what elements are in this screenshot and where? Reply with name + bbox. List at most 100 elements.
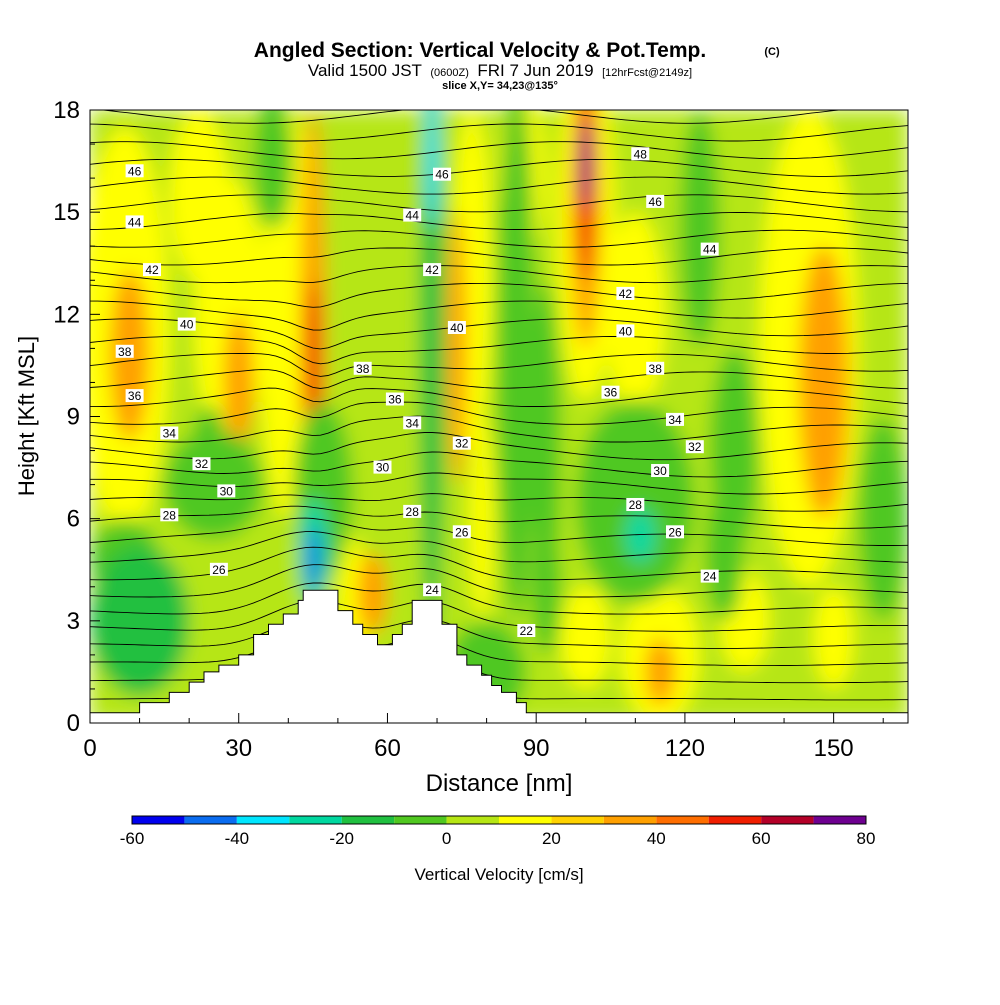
isentrope-label-text: 30 — [376, 461, 390, 475]
isentrope-line — [90, 451, 908, 478]
isentrope-label-text: 24 — [703, 570, 717, 584]
isentrope-label: 48 — [631, 147, 650, 161]
isentrope-line — [90, 617, 908, 649]
colorbar-tick-label: 80 — [857, 829, 876, 848]
y-tick-label: 15 — [53, 199, 80, 226]
isentrope-label-text: 40 — [619, 324, 633, 338]
isentrope-label-text: 24 — [425, 583, 439, 597]
isentrope-line — [90, 158, 908, 177]
isentrope-label-text: 28 — [163, 508, 177, 522]
y-tick-label: 12 — [53, 301, 80, 328]
y-axis-label: Height [Kft MSL] — [14, 336, 39, 496]
isentrope-label-bg — [700, 242, 719, 256]
colorbar-swatch — [289, 816, 342, 824]
isentrope-label: 28 — [403, 504, 422, 519]
isentrope-line — [90, 564, 908, 598]
isentrope-label-bg — [631, 147, 650, 161]
isentrope-line — [90, 212, 908, 230]
isentrope-label: 36 — [601, 385, 620, 400]
velocity-cell — [679, 110, 720, 349]
isentrope-label: 44 — [700, 242, 719, 257]
y-axis: 0 3 6 9 12 15 18 — [53, 97, 100, 737]
isentrope-label: 30 — [373, 460, 392, 475]
velocity-cell — [858, 416, 908, 621]
isentrope-label-text: 44 — [703, 243, 717, 257]
isentrope-label: 38 — [353, 361, 372, 376]
isentrope-label: 46 — [125, 164, 144, 178]
isentrope-label-bg — [433, 167, 451, 181]
colorbar-swatch — [761, 816, 814, 824]
chart-title: Angled Section: Vertical Velocity & Pot.… — [254, 39, 706, 62]
chart-subtitle-slice: slice X,Y= 34,23@135° — [442, 80, 558, 92]
isentrope-label-bg — [452, 525, 471, 539]
terrain — [90, 589, 908, 723]
isentrope-label: 34 — [666, 412, 684, 427]
isentrope-line — [90, 247, 908, 266]
isentrope-label-bg — [601, 385, 620, 399]
isentrope-label-bg — [646, 361, 665, 375]
isentrope-label-text: 40 — [180, 318, 194, 332]
isentrope-line — [90, 229, 908, 248]
isentrope-label-bg — [217, 484, 236, 498]
isentrope-label-text: 34 — [668, 413, 682, 427]
isentrope-label-text: 32 — [195, 457, 209, 471]
isentrope-label-text: 42 — [425, 263, 439, 277]
isentrope-label: 40 — [616, 324, 635, 338]
isentrope-line — [90, 582, 908, 615]
isentrope-label: 22 — [517, 624, 536, 638]
chart-title-suffix: (C) — [764, 46, 780, 58]
colorbar-swatch — [551, 816, 604, 824]
velocity-cell — [253, 110, 294, 230]
isentrope-label: 26 — [209, 562, 228, 577]
isentrope-label-bg — [403, 416, 422, 430]
isentrope-label-bg — [616, 286, 635, 300]
x-axis: 0 30 60 90 120 150 — [83, 713, 884, 762]
isentrope-label-bg — [700, 569, 719, 583]
downdraft-core-central — [306, 525, 320, 594]
colorbar-swatch — [394, 816, 447, 824]
colorbar-tick-label: -40 — [225, 829, 250, 848]
isentrope-label-text: 36 — [604, 386, 618, 400]
isentrope-label-text: 46 — [435, 168, 449, 182]
isentrope-label-text: 42 — [619, 287, 633, 301]
velocity-cell — [223, 314, 254, 451]
isentrope-label-text: 26 — [455, 525, 469, 539]
colorbar-tick-label: 20 — [542, 829, 561, 848]
isentrope-label-text: 22 — [520, 624, 534, 638]
isentrope-label: 32 — [452, 436, 471, 451]
isentrope-line — [90, 176, 908, 195]
colorbar-swatch — [708, 816, 762, 824]
colorbar-tick-label: -60 — [120, 829, 145, 848]
isentrope-label-bg — [423, 583, 442, 597]
y-tick-label: 0 — [67, 710, 80, 737]
isentrope-line — [90, 141, 908, 160]
isentrope-line — [90, 336, 908, 365]
isentrope-label-bg — [209, 562, 228, 576]
chart-subtitle: Valid 1500 JST (0600Z) FRI 7 Jun 2019 [1… — [308, 61, 692, 80]
isentrope-line — [90, 387, 908, 408]
isentrope-label-bg — [517, 624, 536, 637]
isentrope-label: 28 — [160, 508, 179, 522]
updraft-core-far-east — [798, 246, 849, 519]
isentrope-label-text: 30 — [220, 484, 234, 498]
isentrope-label-bg — [403, 208, 422, 222]
x-tick-label: 0 — [83, 735, 96, 762]
isentrope-line — [90, 282, 908, 308]
isentrope-label-text: 28 — [406, 505, 420, 519]
isentrope-label: 32 — [685, 440, 704, 454]
isentrope-label: 38 — [646, 361, 665, 376]
isentrope-label-bg — [385, 392, 404, 406]
velocity-cell — [357, 552, 388, 635]
x-tick-label: 90 — [523, 735, 550, 762]
isentrope-label-bg — [626, 498, 645, 511]
isentrope-label: 24 — [423, 583, 442, 597]
isentrope-label-text: 36 — [388, 393, 402, 407]
isentrope-line — [90, 352, 908, 377]
downdraft-cell-west — [90, 545, 190, 696]
isentrope-label-text: 34 — [406, 416, 420, 430]
colorbar-tick-label: 0 — [442, 829, 451, 848]
isentrope-label-bg — [403, 504, 422, 518]
colorbar-swatch — [446, 816, 499, 824]
isentrope-label: 46 — [646, 194, 665, 209]
isentrope-label: 36 — [125, 389, 144, 403]
